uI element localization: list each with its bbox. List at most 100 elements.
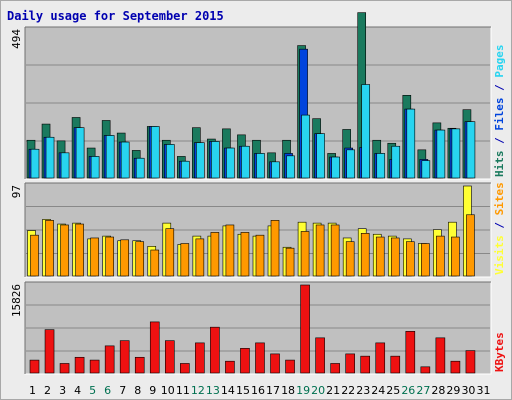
bar-kbytes-day-28 [435,337,446,374]
bar-sites-day-29 [451,236,460,277]
day-label-22: 22 [341,384,355,397]
bar-pages-day-21 [331,156,340,179]
day-label-2: 2 [44,384,51,397]
day-label-20: 20 [311,384,325,397]
bar-kbytes-day-24 [375,342,386,374]
bar-sites-day-19 [300,231,310,277]
legend-label-kbytes: KBytes [493,332,506,372]
bar-pages-day-3 [60,152,70,179]
day-label-1: 1 [29,384,36,397]
bar-sites-day-7 [120,239,129,277]
day-label-11: 11 [176,384,190,397]
bar-kbytes-day-19 [300,284,310,374]
bar-kbytes-day-1 [29,359,40,374]
bar-pages-day-1 [30,148,40,179]
day-label-10: 10 [161,384,175,397]
bar-pages-day-24 [376,153,386,179]
bar-pages-day-4 [75,127,85,179]
bar-kbytes-day-23 [360,355,371,374]
day-label-6: 6 [104,384,111,397]
bar-pages-day-14 [226,147,235,179]
bar-pages-day-7 [120,141,130,179]
bar-kbytes-day-4 [74,356,85,374]
bar-kbytes-day-16 [255,342,265,374]
day-label-14: 14 [221,384,235,397]
day-label-16: 16 [251,384,265,397]
bar-pages-day-13 [211,141,220,179]
bar-sites-day-28 [436,235,445,277]
bar-pages-day-8 [135,157,145,179]
day-label-9: 9 [149,384,156,397]
legend-label-hits: Hits [493,151,506,178]
bar-kbytes-day-13 [210,326,220,374]
bar-kbytes-day-10 [164,340,175,374]
panel-1-max-label: 97 [10,185,23,198]
bar-kbytes-day-9 [149,321,160,374]
bar-sites-day-8 [135,241,145,277]
legend-label-: / [493,215,506,235]
bar-kbytes-day-22 [345,353,355,374]
bar-kbytes-day-3 [59,363,70,374]
bar-sites-day-9 [150,249,160,277]
day-label-24: 24 [371,384,385,397]
legend-label-visits: Visits [493,235,506,275]
bar-pages-day-2 [45,136,55,179]
bar-pages-day-9 [150,126,160,179]
bar-kbytes-day-2 [44,329,55,374]
bar-kbytes-day-15 [240,348,250,374]
bar-pages-day-25 [391,145,401,179]
bar-sites-day-27 [421,243,430,277]
bar-pages-day-15 [241,145,250,179]
bar-kbytes-day-20 [315,337,325,374]
legend-label-: / [493,78,506,98]
bar-kbytes-day-8 [134,356,145,374]
bar-sites-day-5 [90,237,99,277]
bar-pages-day-5 [90,156,100,179]
bar-pages-day-27 [421,160,431,179]
day-label-31: 31 [476,384,490,397]
bar-sites-day-11 [180,243,190,277]
bar-pages-day-17 [271,161,280,179]
bar-kbytes-day-17 [270,353,280,374]
bar-pages-day-19 [301,114,310,179]
bar-kbytes-day-18 [285,359,295,374]
bar-sites-day-6 [105,236,114,277]
bar-sites-day-15 [240,232,250,277]
day-label-13: 13 [206,384,220,397]
day-label-26: 26 [401,384,415,397]
bar-sites-day-1 [30,234,39,277]
bar-sites-day-17 [270,220,280,277]
panel-0-legend: Hits / Files / Pages [493,45,506,178]
panel-2-legend: KBytes [493,332,506,372]
day-label-4: 4 [74,384,81,397]
day-label-7: 7 [119,384,126,397]
bar-kbytes-day-14 [225,360,235,374]
bar-kbytes-day-12 [195,342,205,374]
day-label-5: 5 [89,384,96,397]
bar-sites-day-26 [406,241,415,277]
day-label-15: 15 [236,384,250,397]
bar-pages-day-16 [256,153,265,179]
bar-kbytes-day-29 [450,360,461,374]
bar-sites-day-14 [225,224,235,277]
legend-label-pages: Pages [493,45,506,78]
bar-sites-day-24 [375,236,385,277]
bar-pages-day-6 [105,135,115,179]
day-label-30: 30 [461,384,475,397]
bar-kbytes-day-26 [405,331,416,374]
bar-pages-day-18 [286,155,295,179]
bar-kbytes-day-7 [119,340,130,374]
panel-1-legend: Visits / Sites [493,182,506,275]
bar-pages-day-30 [466,121,476,179]
bar-pages-day-29 [451,128,461,179]
day-label-18: 18 [281,384,295,397]
bar-sites-day-18 [285,247,295,277]
bar-kbytes-day-30 [465,350,476,374]
day-label-17: 17 [266,384,280,397]
legend-label-: / [493,131,506,151]
legend-label-files: Files [493,98,506,131]
day-label-28: 28 [431,384,445,397]
day-label-23: 23 [356,384,370,397]
day-label-21: 21 [326,384,340,397]
